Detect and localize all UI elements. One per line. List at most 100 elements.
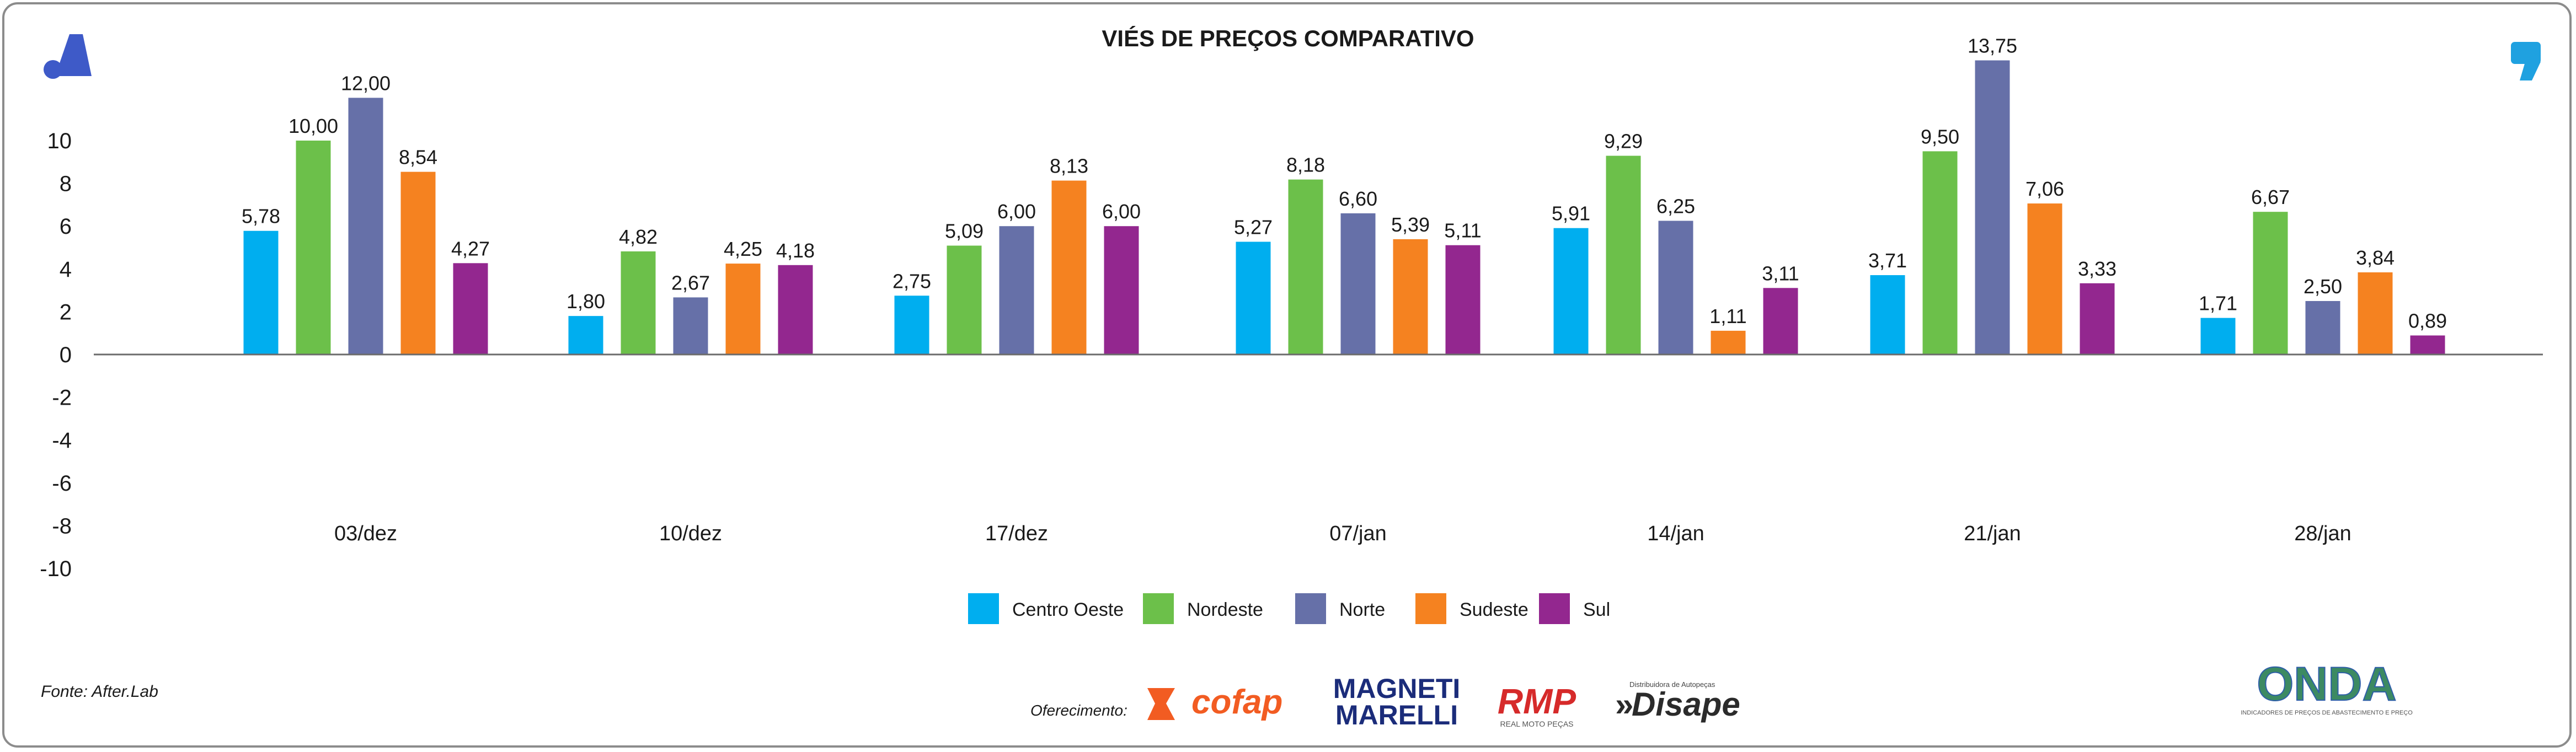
bar-centro-oeste-14-jan: [1553, 228, 1589, 354]
data-label: 13,75: [1968, 35, 2017, 57]
x-category-label: 17/dez: [985, 522, 1048, 545]
y-tick-label: 0: [60, 343, 72, 367]
source-note: Fonte: After.Lab: [41, 683, 158, 701]
y-axis: -10 -8 -6 -4 -2 0 2 4 6 8 10: [40, 129, 72, 581]
y-tick-label: -4: [52, 428, 72, 453]
y-tick-label: -2: [52, 386, 72, 410]
data-label: 2,67: [671, 271, 710, 294]
bar-norte-21-jan: [1975, 60, 2010, 354]
bar-sul-28-jan: [2410, 335, 2445, 354]
rmp-subtext: REAL MOTO PEÇAS: [1500, 719, 1573, 728]
legend-item: Sul: [1539, 593, 1610, 624]
data-label: 2,75: [892, 270, 931, 292]
data-label: 4,27: [451, 237, 490, 260]
bar-nordeste-10-dez: [621, 251, 656, 354]
bar-norte-03-dez: [348, 98, 383, 354]
bar-sudeste-21-jan: [2027, 203, 2062, 354]
y-tick-label: -6: [52, 471, 72, 496]
data-label: 6,67: [2251, 186, 2290, 208]
data-label: 5,91: [1552, 202, 1590, 225]
magneti-text: MAGNETI: [1333, 673, 1461, 704]
legend-label: Centro Oeste: [1012, 599, 1124, 620]
bar-sul-10-dez: [778, 265, 813, 354]
legend-item: Centro Oeste: [968, 593, 1124, 624]
data-label: 0,89: [2408, 309, 2447, 332]
data-label: 8,54: [399, 146, 437, 169]
y-tick-label: 10: [47, 129, 72, 153]
data-label: 6,60: [1339, 187, 1377, 210]
data-labels: 5,78 1,80 2,75 5,27 5,91 3,71 1,71 10,00 4,82 5,0…: [242, 35, 2447, 332]
data-label: 7,06: [2025, 178, 2064, 200]
disape-logo: Distribuidora de Autopeças » Disape: [1615, 680, 1740, 723]
legend-label: Sul: [1583, 599, 1610, 620]
quote-mark-icon: [2511, 42, 2541, 80]
legend-label: Sudeste: [1460, 599, 1529, 620]
sponsor-label: Oferecimento:: [1030, 702, 1127, 719]
x-category-label: 28/jan: [2294, 522, 2351, 545]
data-label: 1,71: [2199, 292, 2237, 315]
data-label: 9,29: [1604, 130, 1643, 153]
bar-sudeste-10-dez: [725, 264, 761, 354]
data-label: 3,33: [2078, 257, 2117, 280]
rmp-text: RMP: [1498, 681, 1576, 721]
onda-text: ONDA: [2257, 658, 2396, 711]
bar-nordeste-07-jan: [1288, 179, 1323, 354]
onda-logo: ONDA INDICADORES DE PREÇOS DE ABASTECIME…: [2241, 657, 2413, 716]
bar-nordeste-28-jan: [2253, 212, 2288, 354]
legend-swatch: [1143, 593, 1174, 624]
data-label: 6,00: [997, 200, 1036, 223]
legend-swatch: [968, 593, 999, 624]
bar-centro-oeste-07-jan: [1236, 241, 1271, 354]
bars: [243, 60, 2445, 354]
bar-sudeste-07-jan: [1393, 239, 1428, 354]
y-tick-label: 8: [60, 172, 72, 196]
x-category-label: 14/jan: [1647, 522, 1704, 545]
legend-item: Norte: [1295, 593, 1385, 624]
bar-sudeste-03-dez: [400, 171, 436, 354]
bar-nordeste-21-jan: [1922, 151, 1958, 354]
bar-sudeste-14-jan: [1711, 330, 1746, 354]
bar-centro-oeste-21-jan: [1870, 275, 1905, 354]
chart-title: VIÉS DE PREÇOS COMPARATIVO: [1102, 25, 1474, 51]
onda-subtext: INDICADORES DE PREÇOS DE ABASTECIMENTO E…: [2241, 710, 2413, 716]
data-label: 3,84: [2356, 246, 2395, 269]
bar-sul-03-dez: [453, 263, 488, 354]
bar-sudeste-17-dez: [1051, 180, 1087, 354]
bar-nordeste-03-dez: [296, 141, 331, 354]
bar-norte-10-dez: [673, 297, 708, 354]
disape-subtext: Distribuidora de Autopeças: [1629, 680, 1715, 689]
data-label: 6,00: [1102, 200, 1141, 223]
legend: Centro Oeste Nordeste Norte Sudeste Sul: [968, 593, 1610, 624]
data-label: 8,18: [1286, 154, 1325, 176]
data-label: 4,82: [619, 225, 658, 248]
legend-label: Norte: [1339, 599, 1385, 620]
x-category-label: 07/jan: [1329, 522, 1387, 545]
cofap-text: cofap: [1191, 683, 1282, 721]
data-label: 4,25: [724, 238, 762, 260]
legend-item: Nordeste: [1143, 593, 1263, 624]
data-label: 1,11: [1709, 305, 1746, 327]
bar-centro-oeste-03-dez: [243, 230, 279, 354]
data-label: 3,11: [1762, 262, 1799, 284]
bar-sul-07-jan: [1445, 245, 1481, 354]
data-label: 2,50: [2304, 275, 2342, 298]
bar-norte-14-jan: [1658, 221, 1693, 354]
legend-swatch: [1539, 593, 1570, 624]
data-label: 5,39: [1391, 213, 1430, 236]
bar-centro-oeste-28-jan: [2200, 318, 2236, 354]
data-label: 5,09: [945, 220, 984, 243]
bar-norte-07-jan: [1340, 213, 1376, 354]
data-label: 5,78: [242, 205, 280, 228]
data-label: 9,50: [1921, 125, 1959, 148]
y-tick-label: 6: [60, 214, 72, 239]
data-label: 5,11: [1444, 219, 1481, 242]
bar-norte-17-dez: [999, 226, 1034, 354]
bar-nordeste-17-dez: [947, 245, 982, 354]
legend-swatch: [1415, 593, 1446, 624]
y-tick-label: 2: [60, 300, 72, 324]
x-category-label: 10/dez: [659, 522, 722, 545]
x-category-label: 21/jan: [1964, 522, 2021, 545]
disape-text: Disape: [1632, 686, 1740, 723]
